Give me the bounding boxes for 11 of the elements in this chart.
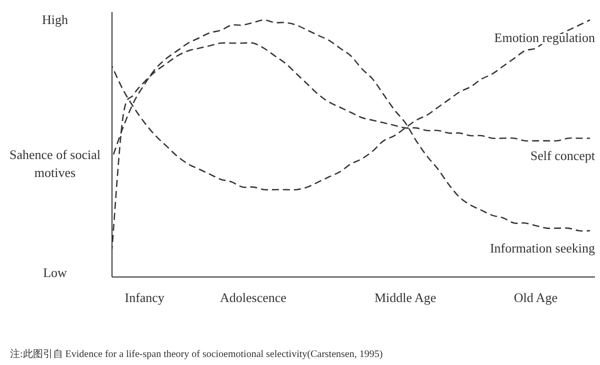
x-tick-label: Middle Age <box>374 290 436 305</box>
series-label: Self concept <box>530 148 596 164</box>
x-tick-label: Old Age <box>514 290 558 305</box>
x-tick-label: Infancy <box>124 290 165 305</box>
x-tick-label: Adolescence <box>220 290 287 305</box>
series-label: Information seeking <box>490 240 596 256</box>
series-label: Emotion regulation <box>494 30 596 45</box>
y-axis-title: Sahence of social motives <box>10 147 101 180</box>
text: 注:此图引自 Evidence for a life-span theory of socioemotional selectivity(Carstensen, 1995) <box>10 348 383 360</box>
text: Low <box>43 265 68 280</box>
text: High <box>42 12 68 27</box>
